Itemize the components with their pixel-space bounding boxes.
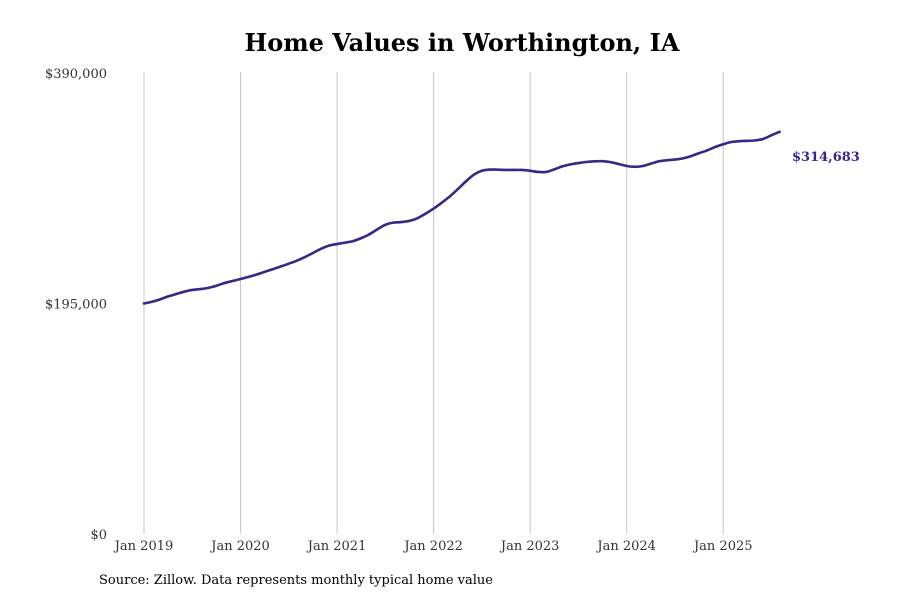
data-point [311,251,315,255]
data-point [255,273,258,276]
source-note: Source: Zillow. Data represents monthly … [99,573,493,588]
data-point [319,247,323,250]
latest-value-label: $314,683 [792,150,860,165]
data-point [705,149,709,152]
data-point [303,255,307,259]
data-point [625,164,628,168]
data-point [561,165,564,168]
data-point [681,157,685,160]
data-point [271,268,274,271]
data-point [215,284,218,287]
x-axis-tick-labels: Jan 2019 Jan 2020 Jan 2021 Jan 2022 Jan 2023… [113,539,753,554]
data-point [191,288,194,292]
data-point [569,163,572,166]
data-point [223,281,226,285]
x-tick-label: Jan 2019 [113,539,174,554]
data-point [722,143,725,146]
series-layer [142,130,781,305]
data-point [360,236,363,240]
data-point [424,212,427,215]
data-point [730,140,733,144]
data-point [351,239,355,243]
data-point [553,168,556,171]
data-point [537,170,540,174]
data-point [480,169,484,172]
data-point [601,159,604,163]
data-point [512,168,516,172]
x-tick-label: Jan 2024 [595,539,656,554]
data-point [577,161,580,165]
data-point [593,160,596,163]
data-point [142,302,146,305]
data-point [335,242,339,246]
x-tick-label: Jan 2020 [209,539,270,554]
data-point [150,300,154,303]
data-point [585,160,588,164]
data-point [376,228,379,231]
x-tick-label: Jan 2021 [306,539,367,554]
data-point [689,154,693,158]
data-point [633,165,636,169]
data-point [746,139,749,143]
data-point [738,140,741,143]
data-point [504,168,508,172]
data-point [174,292,178,296]
data-point [665,159,669,162]
data-point [287,262,291,265]
data-point [392,221,395,224]
data-point [263,270,266,274]
x-tick-label: Jan 2025 [692,539,753,554]
data-point [368,233,371,236]
data-point [673,158,677,161]
data-point [343,241,347,244]
data-point [778,130,781,134]
data-point [183,290,186,293]
data-point [528,169,532,172]
data-point [416,216,419,220]
data-point [207,286,210,290]
data-point [754,139,757,142]
data-point [697,151,701,155]
data-point [448,195,451,198]
data-point [327,244,331,247]
data-point [657,160,661,163]
grid-lines [143,72,724,534]
data-point [649,162,653,165]
data-point [408,219,411,223]
data-point [384,223,387,226]
data-point [472,173,476,176]
data-point [520,168,524,172]
data-point [295,259,299,262]
data-point [762,137,765,141]
y-axis-tick-labels: $0 $195,000 $390,000 [45,67,107,543]
data-point [279,265,282,268]
data-point [714,145,717,149]
data-point [199,287,202,291]
y-tick-label: $0 [90,528,107,543]
data-point [545,170,548,174]
data-point [166,295,170,298]
data-point [770,133,773,137]
data-point [239,277,242,281]
data-point [488,168,492,171]
home-value-line [142,130,781,305]
data-point [496,168,500,171]
data-point [641,164,644,168]
x-tick-label: Jan 2022 [402,539,463,554]
y-tick-label: $390,000 [45,67,107,82]
data-point [440,201,443,204]
data-point [464,180,467,183]
data-point [231,279,234,283]
data-point [609,160,612,164]
data-point [247,275,250,279]
data-point [400,220,403,224]
data-point [158,298,162,301]
x-tick-label: Jan 2023 [499,539,560,554]
chart-title: Home Values in Worthington, IA [245,28,680,57]
data-point [617,162,620,166]
data-point [456,188,459,191]
data-point [432,207,435,210]
y-tick-label: $195,000 [45,298,107,313]
